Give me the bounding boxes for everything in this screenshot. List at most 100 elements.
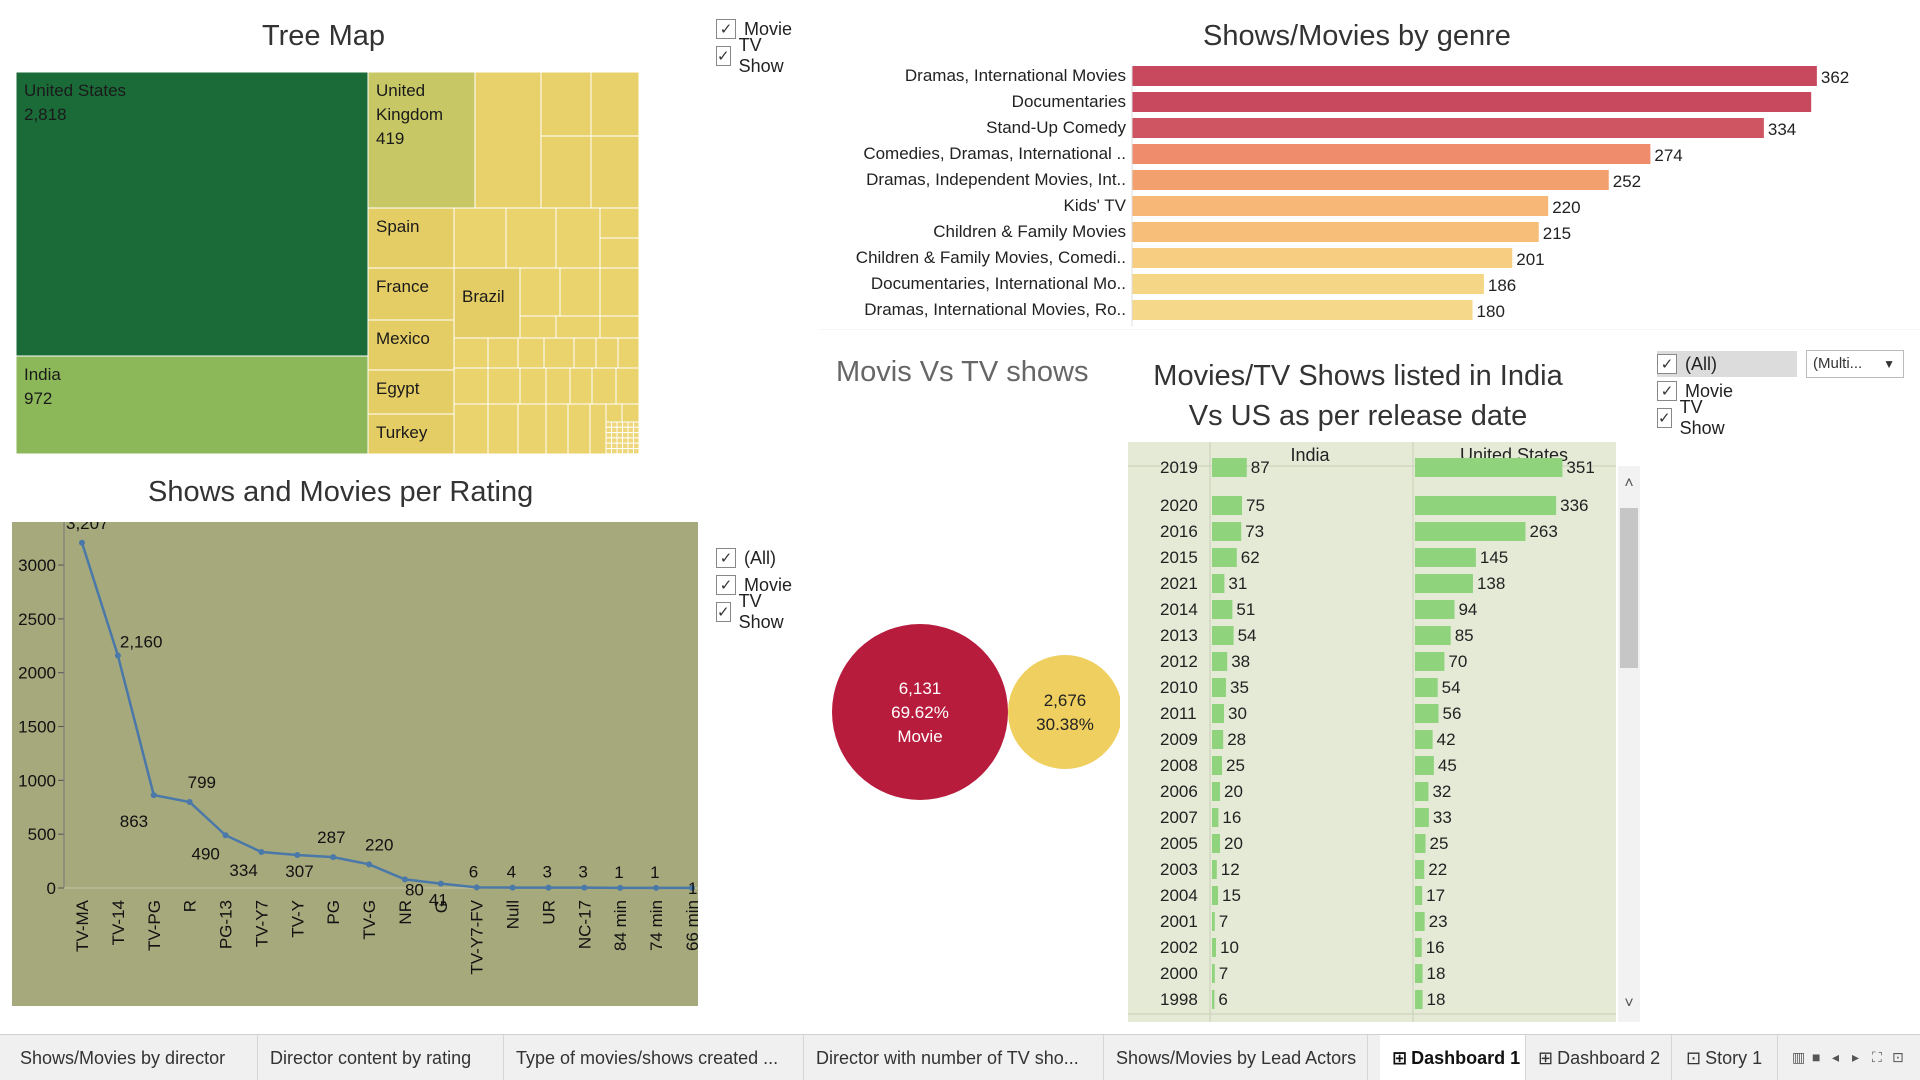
checkbox-checked-icon[interactable]: ✓: [1657, 408, 1672, 428]
treemap-cell-tiny[interactable]: [605, 442, 612, 450]
india-us-filter-option-movie[interactable]: ✓ Movie: [1657, 378, 1733, 404]
us-bar[interactable]: [1415, 458, 1563, 477]
india-bar[interactable]: [1212, 756, 1222, 775]
rating-data-point[interactable]: [258, 849, 265, 856]
treemap-cell-egypt[interactable]: [367, 369, 455, 415]
us-bar[interactable]: [1415, 834, 1426, 853]
rating-data-point[interactable]: [222, 832, 229, 839]
tab-director-content-by-rating[interactable]: Director content by rating: [258, 1035, 504, 1080]
checkbox-checked-icon[interactable]: ✓: [716, 575, 736, 595]
treemap-cell-tiny[interactable]: [611, 437, 618, 444]
treemap-cell-small[interactable]: [591, 367, 617, 405]
rating-data-point[interactable]: [114, 652, 121, 659]
treemap-cell-small[interactable]: [599, 207, 640, 239]
treemap-cell-tiny[interactable]: [622, 421, 629, 428]
tab-type-of-movies-shows-created[interactable]: Type of movies/shows created ...: [504, 1035, 804, 1080]
rating-data-point[interactable]: [617, 884, 624, 891]
india-bar[interactable]: [1212, 522, 1242, 541]
presentation-icon[interactable]: ⊡: [1892, 1049, 1904, 1065]
treemap-cell-small[interactable]: [599, 267, 640, 317]
treemap-filter-option-tv-show[interactable]: ✓ TV Show: [716, 35, 789, 76]
treemap-cell-tiny[interactable]: [611, 448, 618, 454]
india-bar[interactable]: [1212, 652, 1228, 671]
genre-bar[interactable]: [1132, 274, 1484, 294]
treemap-cell-uk[interactable]: [367, 72, 476, 209]
treemap-cell-small[interactable]: [505, 207, 557, 269]
treemap-cell-tiny[interactable]: [616, 448, 623, 454]
genre-bar[interactable]: [1132, 144, 1651, 164]
treemap-cell-small[interactable]: [519, 267, 561, 317]
treemap-cell-small[interactable]: [487, 337, 519, 369]
treemap-cell-small[interactable]: [589, 403, 607, 454]
treemap-cell-small[interactable]: [559, 267, 601, 317]
treemap-cell-small[interactable]: [517, 403, 547, 454]
rating-data-point[interactable]: [330, 854, 337, 861]
treemap-cell-tiny[interactable]: [605, 437, 612, 444]
us-bar[interactable]: [1415, 756, 1434, 775]
checkbox-checked-icon[interactable]: ✓: [716, 548, 736, 568]
treemap-cell-tiny[interactable]: [627, 426, 634, 434]
treemap-cell-small[interactable]: [453, 337, 489, 369]
rating-data-point[interactable]: [150, 792, 157, 799]
us-bar[interactable]: [1415, 652, 1445, 671]
treemap-cell-small[interactable]: [567, 403, 591, 454]
treemap-cell-tiny[interactable]: [605, 421, 612, 428]
treemap-cell-small[interactable]: [595, 337, 619, 369]
genre-bar[interactable]: [1132, 248, 1513, 268]
treemap-cell-tiny[interactable]: [611, 442, 618, 450]
india-bar[interactable]: [1212, 678, 1226, 697]
india-bar[interactable]: [1212, 730, 1224, 749]
treemap-cell-small[interactable]: [590, 135, 640, 209]
india-bar[interactable]: [1212, 458, 1247, 477]
bubble-tv-show[interactable]: [1008, 655, 1120, 769]
treemap-cell-tiny[interactable]: [611, 421, 618, 428]
genre-bar[interactable]: [1132, 196, 1549, 216]
treemap-cell-tiny[interactable]: [611, 432, 618, 439]
rating-data-point[interactable]: [79, 539, 85, 546]
treemap-cell-tiny[interactable]: [605, 432, 612, 439]
india-bar[interactable]: [1212, 600, 1233, 619]
india-bar[interactable]: [1212, 860, 1217, 879]
genre-bar[interactable]: [1132, 66, 1817, 86]
us-bar[interactable]: [1415, 938, 1422, 957]
treemap-cell-us[interactable]: [16, 72, 369, 357]
treemap-cell-small[interactable]: [573, 337, 597, 369]
checkbox-checked-icon[interactable]: ✓: [716, 19, 736, 39]
treemap-cell-small[interactable]: [517, 337, 545, 369]
treemap-cell-small[interactable]: [453, 403, 489, 454]
treemap-cell-tiny[interactable]: [622, 442, 629, 450]
treemap-cell-small[interactable]: [519, 367, 547, 405]
genre-bar[interactable]: [1132, 118, 1764, 138]
treemap-cell-tiny[interactable]: [633, 448, 640, 454]
treemap-cell-tiny[interactable]: [622, 426, 629, 434]
treemap-cell-small[interactable]: [540, 135, 592, 209]
treemap-cell-india[interactable]: [16, 355, 369, 454]
treemap-cell-mexico[interactable]: [367, 319, 455, 371]
treemap-cell-tiny[interactable]: [627, 437, 634, 444]
genre-bar[interactable]: [1132, 92, 1812, 112]
tab-dashboard-1[interactable]: ⊞ Dashboard 1: [1380, 1035, 1526, 1080]
scroll-down-icon[interactable]: ˅: [1624, 995, 1633, 1012]
checkbox-checked-icon[interactable]: ✓: [716, 46, 731, 66]
treemap-cell-small[interactable]: [555, 207, 601, 269]
treemap-cell-tiny[interactable]: [622, 432, 629, 439]
multi-select-dropdown[interactable]: (Multi... ▼: [1806, 350, 1904, 378]
treemap-cell-tiny[interactable]: [633, 437, 640, 444]
treemap-cell-tiny[interactable]: [622, 448, 629, 454]
tab-shows-movies-by-director[interactable]: Shows/Movies by director: [8, 1035, 258, 1080]
sheet-sorter-icon[interactable]: ▥: [1792, 1049, 1806, 1065]
treemap-cell-small[interactable]: [599, 237, 640, 269]
scroll-up-icon[interactable]: ˄: [1624, 475, 1633, 492]
india-bar[interactable]: [1212, 626, 1234, 645]
us-bar[interactable]: [1415, 522, 1526, 541]
fullscreen-icon[interactable]: ⛶: [1872, 1049, 1882, 1065]
treemap-cell-tiny[interactable]: [616, 421, 623, 428]
treemap-cell-tiny[interactable]: [627, 432, 634, 439]
bubble-movie[interactable]: [832, 624, 1008, 800]
india-us-filter-option-all[interactable]: ✓ (All): [1657, 351, 1797, 377]
treemap-cell-small[interactable]: [569, 367, 593, 405]
checkbox-checked-icon[interactable]: ✓: [1657, 381, 1677, 401]
india-bar[interactable]: [1212, 938, 1216, 957]
treemap-cell-tiny[interactable]: [616, 442, 623, 450]
treemap-cell-small[interactable]: [453, 207, 507, 269]
